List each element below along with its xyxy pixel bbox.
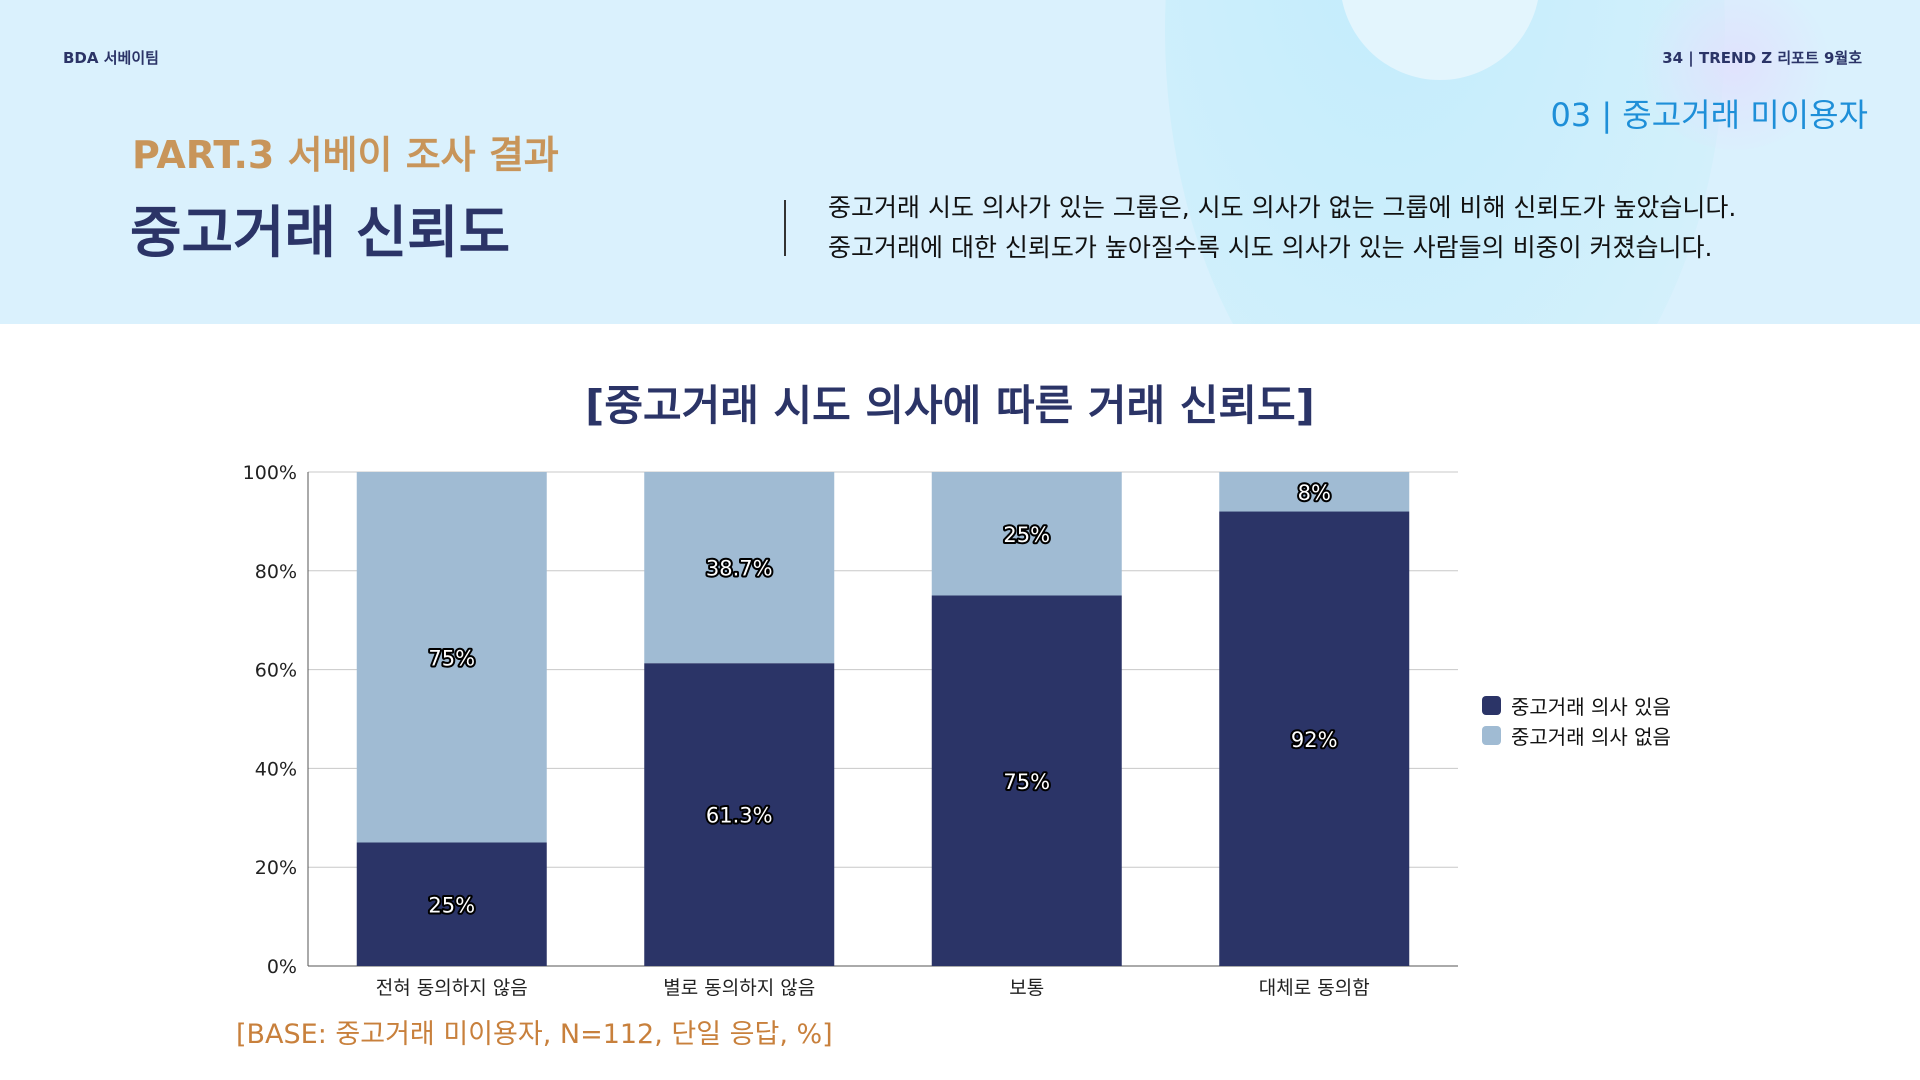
description: 중고거래 시도 의사가 있는 그룹은, 시도 의사가 없는 그룹에 비해 신뢰도…: [828, 188, 1736, 268]
bar-segment: [644, 663, 835, 966]
legend: 중고거래 의사 있음 중고거래 의사 없음: [1482, 690, 1671, 750]
data-label: 61.3%: [706, 804, 773, 828]
page-title: 중고거래 신뢰도: [130, 201, 511, 266]
base-note: [BASE: 중고거래 미이용자, N=112, 단일 응답, %]: [236, 1019, 833, 1050]
legend-item: 중고거래 의사 있음: [1482, 690, 1671, 720]
x-tick-label: 보통: [1009, 977, 1044, 999]
header-band: BDA 서베이팀 34 | TREND Z 리포트 9월호 03 | 중고거래 …: [0, 0, 1920, 324]
chart-title: [중고거래 시도 의사에 따른 거래 신뢰도]: [585, 381, 1315, 430]
bar-segment: [1219, 472, 1410, 512]
decor-shape: [1640, 0, 1830, 150]
legend-label: 중고거래 의사 있음: [1511, 694, 1671, 719]
x-tick-label: 별로 동의하지 않음: [663, 977, 815, 999]
team-name: BDA 서베이팀: [63, 49, 159, 67]
data-label: 25%: [1003, 523, 1050, 547]
x-tick-label: 대체로 동의함: [1259, 977, 1370, 999]
bar-segment: [931, 595, 1122, 966]
bar-segment: [644, 472, 835, 664]
y-tick-label: 40%: [255, 758, 297, 780]
issue-label: 34 | TREND Z 리포트 9월호: [1662, 49, 1862, 67]
legend-swatch: [1482, 725, 1501, 745]
data-label: 75%: [1003, 770, 1050, 794]
y-tick-label: 80%: [255, 561, 297, 583]
legend-label: 중고거래 의사 없음: [1511, 724, 1671, 749]
bar-segment: [1219, 511, 1410, 966]
y-tick-label: 0%: [267, 956, 297, 978]
part-label: PART.3 서베이 조사 결과: [132, 133, 559, 177]
y-tick-label: 100%: [243, 462, 297, 484]
bar-segment: [931, 472, 1122, 596]
description-line: 중고거래에 대한 신뢰도가 높아질수록 시도 의사가 있는 사람들의 비중이 커…: [828, 233, 1713, 262]
bar-segment: [356, 472, 547, 843]
data-label: 38.7%: [706, 557, 773, 581]
y-tick-label: 60%: [255, 660, 297, 682]
divider: [784, 200, 786, 256]
y-tick-label: 20%: [255, 857, 297, 879]
data-label: 92%: [1291, 728, 1338, 752]
description-line: 중고거래 시도 의사가 있는 그룹은, 시도 의사가 없는 그룹에 비해 신뢰도…: [828, 193, 1737, 222]
data-label: 8%: [1298, 481, 1331, 505]
legend-swatch: [1482, 695, 1501, 715]
x-tick-label: 전혀 동의하지 않음: [376, 977, 528, 999]
legend-item: 중고거래 의사 없음: [1482, 720, 1671, 750]
data-label: 75%: [428, 646, 475, 670]
section-label: 03 | 중고거래 미이용자: [1550, 96, 1868, 134]
bar-segment: [356, 842, 547, 966]
data-label: 25%: [428, 893, 475, 917]
